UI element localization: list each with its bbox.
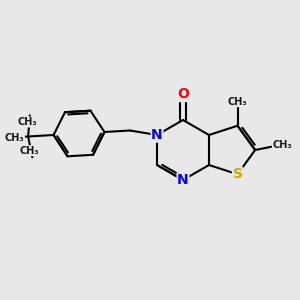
Text: N: N: [151, 128, 163, 142]
Text: S: S: [232, 167, 242, 181]
Text: CH₃: CH₃: [272, 140, 292, 151]
Text: CH₃: CH₃: [228, 97, 247, 107]
Text: CH₃: CH₃: [20, 146, 39, 156]
Text: O: O: [177, 88, 189, 101]
Text: CH₃: CH₃: [5, 133, 25, 143]
Text: N: N: [177, 173, 189, 187]
Text: CH₃: CH₃: [17, 117, 37, 127]
